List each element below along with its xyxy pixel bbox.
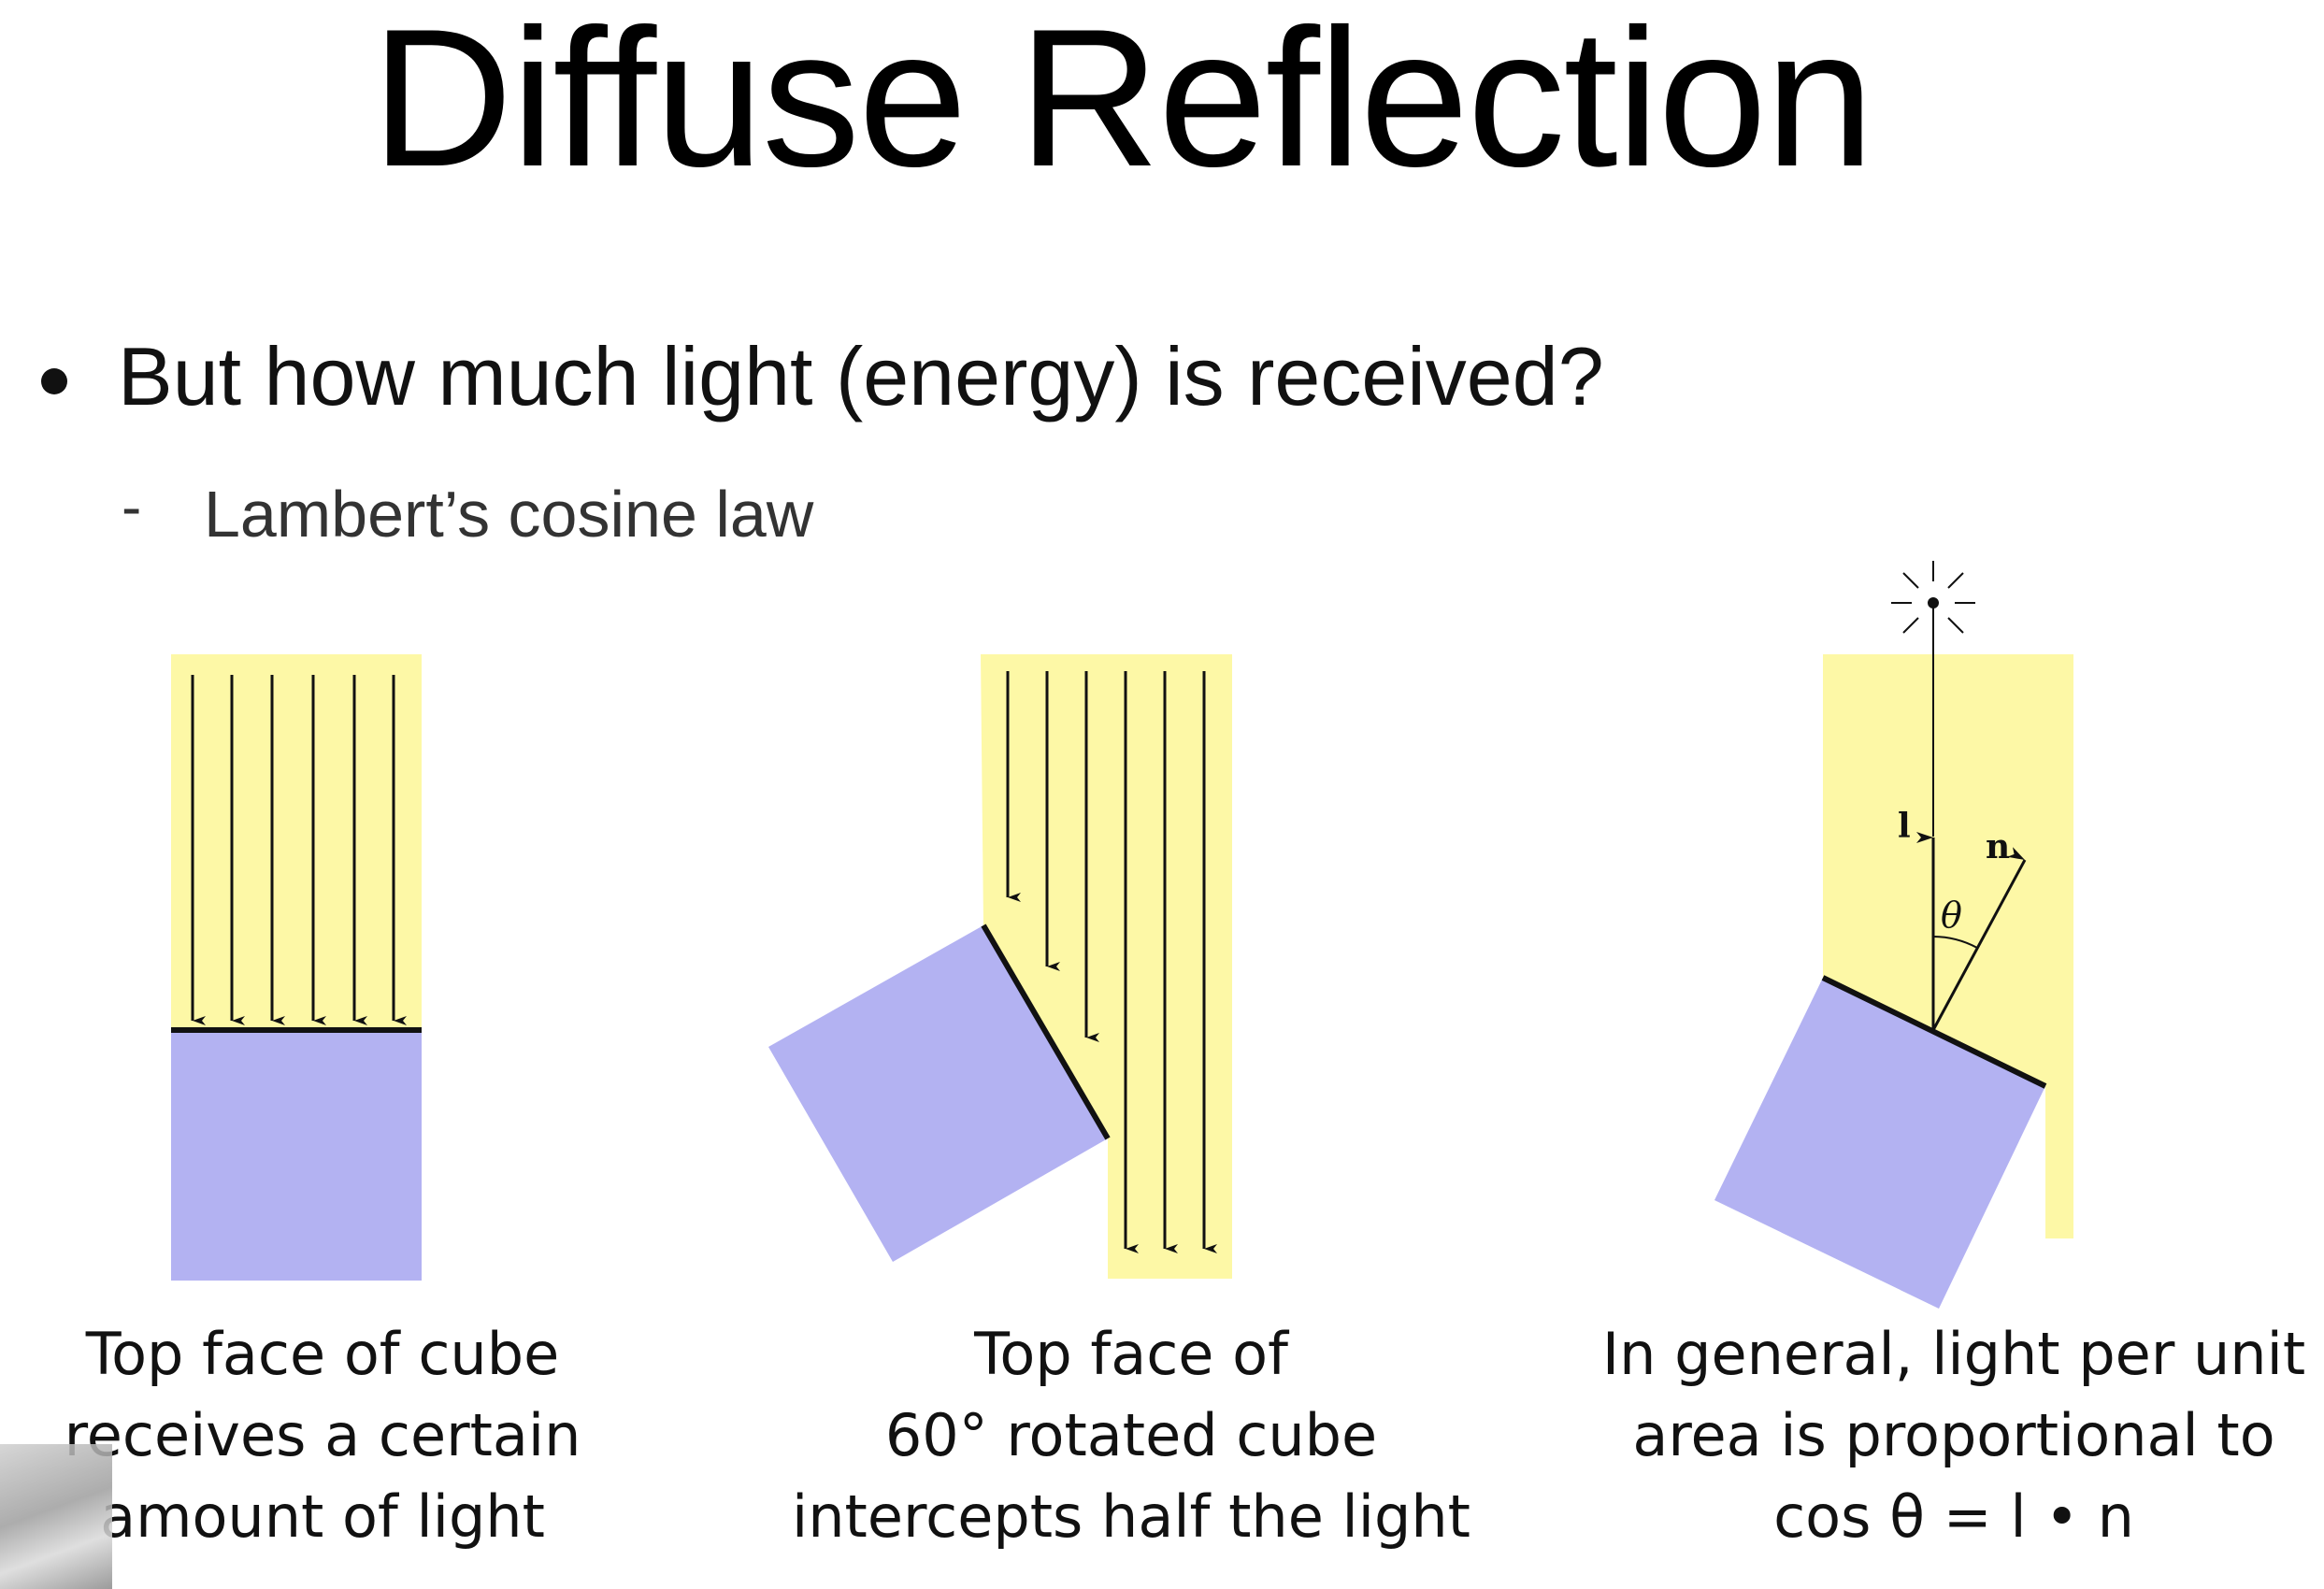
figure-3-general-case: l n θ xyxy=(1714,561,2073,1309)
light-rays xyxy=(1006,671,1217,1253)
caption-line: intercepts half the light xyxy=(792,1482,1470,1551)
normal-vector-label: n xyxy=(1986,827,2010,866)
slide-title: Diffuse Reflection xyxy=(371,0,1874,208)
caption-line: In general, light per unit xyxy=(1601,1320,2306,1388)
caption-figure-1: Top face of cube receives a certain amou… xyxy=(28,1313,617,1557)
light-region xyxy=(1823,654,2073,1238)
caption-line: Top face of xyxy=(974,1320,1288,1388)
figure-1-flat-cube xyxy=(171,654,422,1281)
light-rays xyxy=(191,675,407,1025)
presenter-webcam-overlay xyxy=(0,1444,112,1589)
caption-line: area is proportional to xyxy=(1632,1401,2275,1469)
angle-label: θ xyxy=(1941,895,1962,936)
caption-line: amount of light xyxy=(100,1482,545,1551)
caption-figure-2: Top face of 60° rotated cube intercepts … xyxy=(748,1313,1514,1557)
caption-line: receives a certain xyxy=(64,1401,581,1469)
main-bullet: But how much light (energy) is received? xyxy=(36,318,1905,439)
lambert-diagrams: l n θ xyxy=(171,561,2073,1309)
sub-bullet-dash: - xyxy=(122,473,142,540)
bullet-text: But how much light (energy) is received? xyxy=(118,330,1604,422)
normal-vector-arrow xyxy=(1931,847,2027,1031)
light-region xyxy=(171,654,422,1030)
cube xyxy=(768,925,1108,1262)
light-vector-label: l xyxy=(1898,807,1911,846)
caption-line: cos θ = l • n xyxy=(1773,1482,2134,1551)
caption-line: Top face of cube xyxy=(85,1320,560,1388)
light-region xyxy=(981,654,1232,1279)
caption-line: 60° rotated cube xyxy=(884,1401,1378,1469)
caption-figure-3: In general, light per unit area is propo… xyxy=(1589,1313,2318,1557)
top-face xyxy=(981,923,1111,1140)
top-face xyxy=(1821,975,2047,1089)
figure-2-rotated-cube xyxy=(768,654,1232,1279)
cube xyxy=(171,1030,422,1281)
light-source-icon xyxy=(1891,561,1975,645)
cube xyxy=(1714,978,2045,1309)
bullet-dot-icon xyxy=(41,368,67,394)
sub-bullet-text: Lambert’s cosine law xyxy=(204,478,814,551)
angle-arc xyxy=(1932,936,1978,949)
sub-bullet: - Lambert’s cosine law xyxy=(122,472,1243,556)
